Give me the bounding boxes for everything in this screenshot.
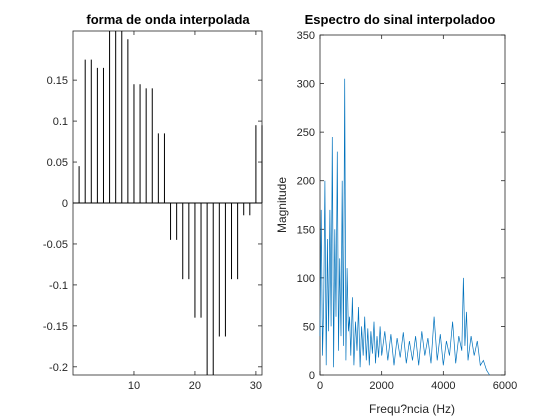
spectrum-plot-area: [319, 34, 506, 376]
spectrum-x-tick-label: 2000: [369, 380, 393, 392]
spectrum-title: Espectro do sinal interpoladoo: [305, 12, 496, 27]
waveform-y-tick-label: 0.05: [47, 157, 68, 169]
spectrum-axes: 0 50 100 150 200 250 300 350 0 2000 4000 6000: [297, 30, 518, 392]
spectrum-x-tick-label: 0: [317, 380, 323, 392]
spectrum-line: [319, 78, 490, 376]
waveform-x-tick-label: 10: [128, 380, 140, 392]
spectrum-panel: Espectro do sinal interpoladoo 0 50 100 150…: [275, 12, 517, 416]
waveform-x-tick-label: 30: [250, 380, 262, 392]
waveform-title: forma de onda interpolada: [86, 12, 250, 27]
spectrum-y-tick-label: 200: [297, 176, 315, 188]
waveform-y-tick-label: -0.05: [43, 239, 68, 251]
waveform-y-tick-label: -0.1: [49, 280, 68, 292]
spectrum-x-tick-label: 4000: [431, 380, 455, 392]
waveform-y-tick-label: 0: [62, 198, 68, 210]
spectrum-y-tick-label: 300: [297, 79, 315, 91]
spectrum-series: [319, 78, 490, 376]
spectrum-x-axis-label: Frequ?ncia (Hz): [369, 402, 455, 416]
spectrum-y-tick-label: 50: [303, 321, 315, 333]
spectrum-y-tick-label: 150: [297, 224, 315, 236]
waveform-y-tick-label: -0.2: [49, 362, 68, 374]
waveform-y-tick-label: -0.15: [43, 321, 68, 333]
spectrum-y-tick-label: 350: [297, 30, 315, 42]
waveform-panel: forma de onda interpolada 0.15 0.1 0.05 0 -0…: [43, 12, 263, 392]
waveform-stems: [73, 31, 263, 375]
spectrum-y-tick-label: 0: [309, 370, 315, 382]
spectrum-y-tick-label: 100: [297, 273, 315, 285]
waveform-x-tick-label: 20: [189, 380, 201, 392]
spectrum-y-tick-label: 250: [297, 127, 315, 139]
waveform-y-tick-label: 0.15: [47, 75, 68, 87]
spectrum-y-axis-label: Magnitude: [275, 177, 289, 233]
waveform-axes: 0.15 0.1 0.05 0 -0.05 -0.1 -0.15 -0.2 10 20 30: [43, 31, 262, 392]
waveform-y-tick-label: 0.1: [53, 116, 68, 128]
spectrum-x-tick-label: 6000: [493, 380, 517, 392]
